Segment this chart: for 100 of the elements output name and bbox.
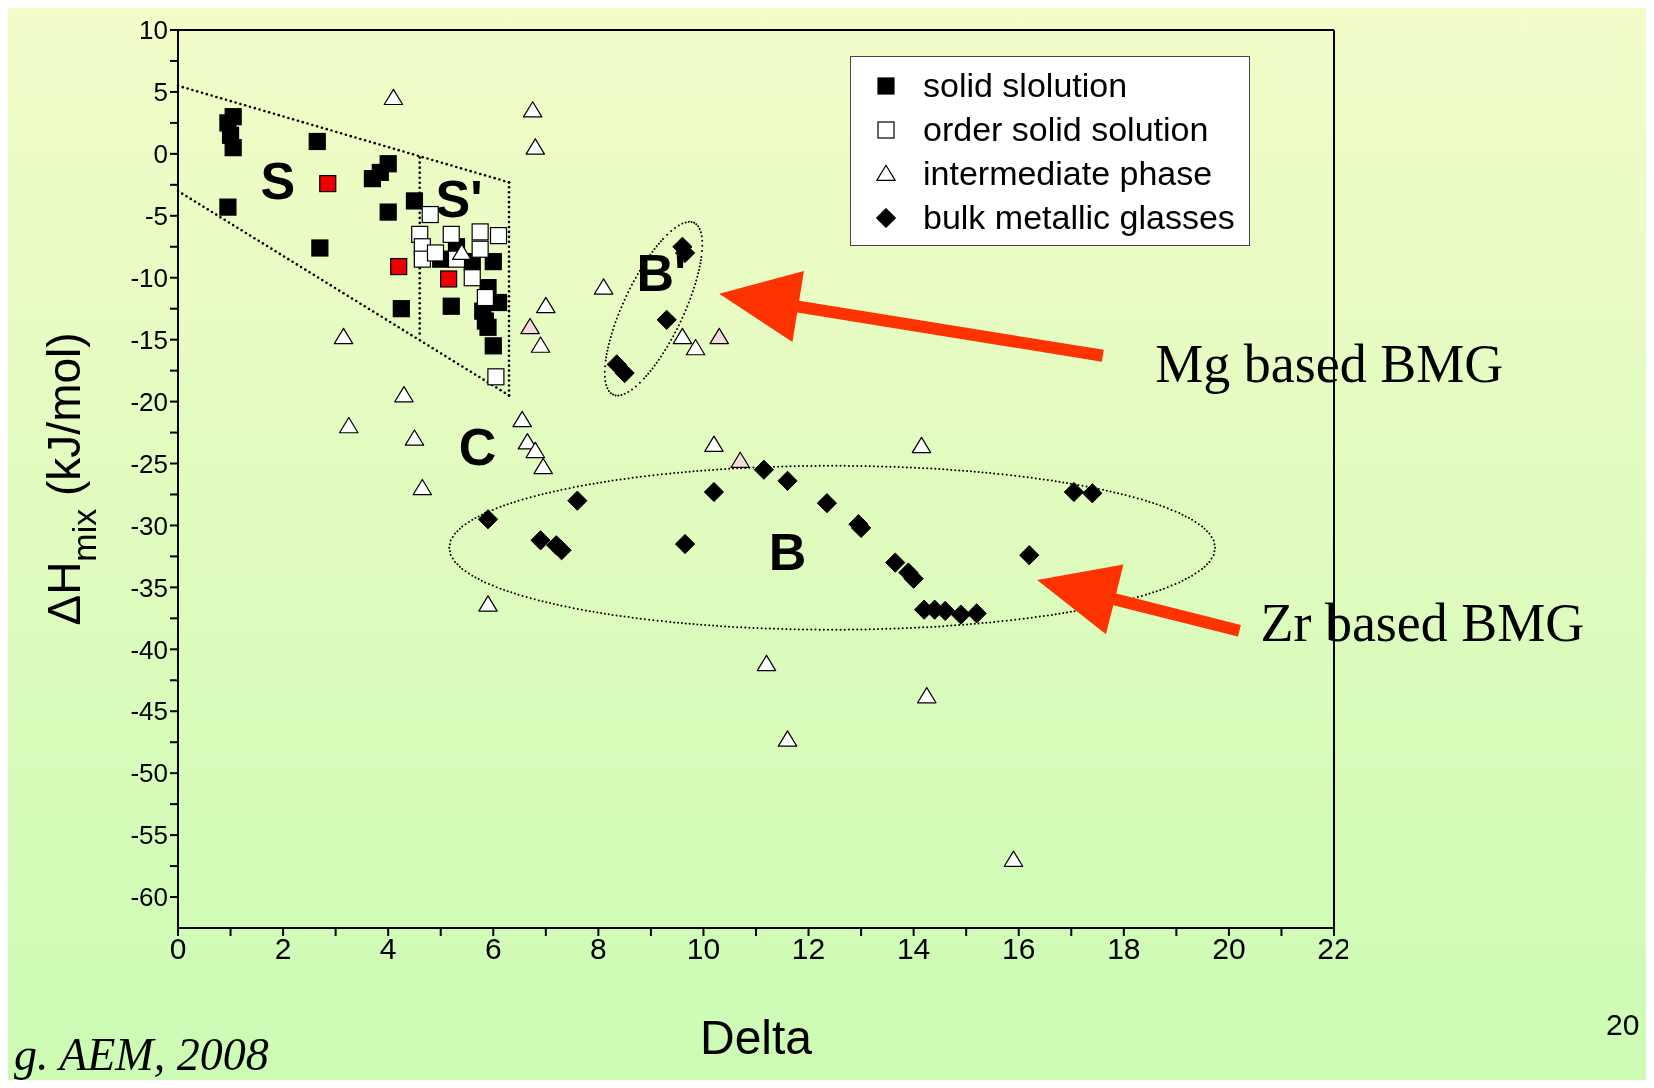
y-tick-label: -15 [130, 324, 168, 355]
point [672, 327, 693, 345]
point [533, 457, 553, 475]
point [1019, 545, 1040, 566]
point [916, 686, 937, 704]
x-tick-label: 18 [1107, 932, 1141, 966]
point [477, 509, 499, 530]
point [656, 309, 677, 330]
point [777, 470, 798, 491]
point [440, 270, 458, 288]
point [567, 490, 588, 511]
point [421, 205, 439, 224]
point [338, 416, 359, 434]
point [394, 385, 414, 403]
x-tick-label: 14 [896, 932, 931, 966]
point [442, 225, 460, 243]
y-tick-label: -20 [130, 386, 168, 417]
point [451, 243, 472, 260]
point [674, 533, 696, 555]
point [530, 530, 551, 551]
point [379, 203, 397, 221]
point [777, 730, 798, 747]
point [911, 436, 932, 454]
y-tick-label: -45 [130, 696, 168, 727]
y-tick-label: -60 [130, 882, 168, 913]
point [442, 297, 460, 315]
point [525, 138, 546, 155]
x-tick-label: 8 [590, 932, 607, 966]
point [224, 139, 242, 157]
y-tick-label: -25 [130, 448, 168, 479]
point [520, 317, 540, 335]
point [1082, 483, 1103, 504]
x-tick-label: 16 [1002, 932, 1036, 966]
point [756, 654, 777, 672]
y-tick-label: -35 [130, 572, 168, 603]
y-tick-label: -55 [130, 820, 168, 851]
point [704, 435, 724, 452]
point [471, 240, 489, 258]
point [685, 338, 706, 356]
point [487, 368, 505, 386]
point [484, 253, 502, 271]
annotation: C [458, 417, 497, 476]
point [484, 337, 502, 355]
point [383, 88, 404, 106]
point [525, 441, 546, 459]
point [593, 278, 614, 295]
x-tick-label: 10 [686, 932, 721, 966]
x-tick-label: 2 [274, 932, 292, 966]
y-tick-label: -30 [130, 510, 168, 541]
legend-label: bulk metallic glasses [923, 197, 1235, 238]
point [319, 174, 337, 193]
x-axis-title: Delta [699, 1011, 813, 1064]
y-tick-label: 0 [153, 139, 168, 170]
point [379, 155, 397, 173]
point [530, 336, 551, 353]
point [966, 603, 987, 624]
legend-label: solid slolution [923, 65, 1128, 106]
annotation: B [768, 523, 807, 582]
y-tick-label: -40 [130, 634, 168, 665]
point [703, 481, 725, 503]
x-tick-label: 20 [1212, 932, 1246, 966]
point [536, 296, 556, 314]
y-tick-label: 10 [139, 15, 168, 46]
legend-label: intermediate phase [923, 153, 1213, 194]
point [512, 410, 532, 428]
point [950, 604, 972, 625]
annotation: S' [435, 170, 483, 229]
x-tick-label: 12 [791, 932, 826, 966]
point [463, 269, 481, 287]
point [479, 318, 497, 336]
y-tick-label: -50 [130, 758, 168, 789]
point [522, 101, 543, 118]
point [471, 223, 489, 241]
x-tick-label: 6 [484, 932, 502, 966]
point [392, 300, 410, 318]
point [1003, 850, 1024, 867]
point [489, 227, 508, 245]
y-tick-label: -10 [130, 262, 168, 293]
y-tick-label: -5 [144, 201, 168, 232]
point [390, 257, 408, 276]
legend-label: order solid solution [923, 109, 1209, 150]
text: g. AEM, 2008 [14, 1028, 269, 1081]
point [311, 239, 329, 257]
point [1063, 481, 1084, 503]
point [308, 132, 326, 151]
point [333, 327, 354, 345]
point [614, 363, 635, 384]
annotation: B' [636, 244, 687, 303]
annotation: S [260, 151, 296, 210]
point [404, 429, 425, 446]
point [709, 327, 730, 345]
y-tick-label: 5 [153, 77, 168, 108]
point [753, 459, 774, 480]
point [885, 552, 906, 573]
point [476, 288, 494, 307]
point [405, 192, 424, 210]
point [478, 595, 498, 612]
x-tick-label: 4 [379, 932, 397, 966]
point [903, 568, 924, 589]
point [219, 198, 237, 216]
